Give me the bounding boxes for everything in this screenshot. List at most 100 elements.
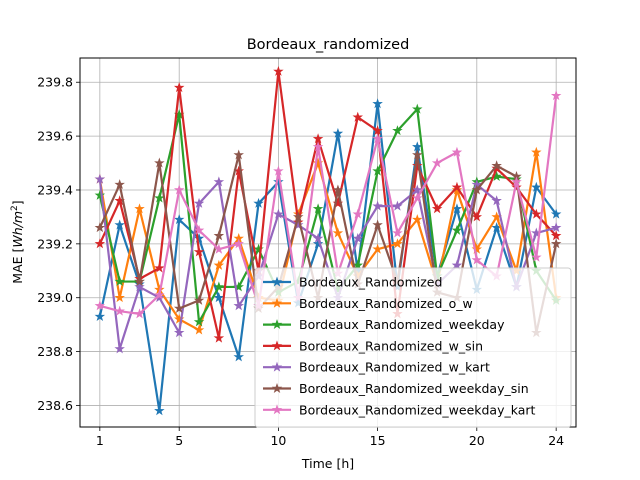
ticks: 1 5 10 15 20 24238.6238.8239.0239.2239.4239.6… (37, 75, 564, 448)
data-point (451, 224, 463, 235)
data-point (431, 157, 443, 168)
data-point (451, 184, 463, 195)
data-point (173, 184, 185, 195)
data-point (213, 292, 225, 303)
legend-entry: Bordeaux_Randomized_weekday (263, 317, 505, 332)
legend-marker (271, 340, 283, 351)
data-point (332, 184, 344, 195)
data-point (550, 208, 562, 219)
data-point (94, 189, 106, 200)
data-point (233, 149, 244, 160)
data-point (134, 308, 145, 319)
legend: Bordeaux_Randomized Bordeaux_Randomized_o… (254, 267, 572, 428)
data-point (511, 176, 522, 187)
y-tick-label: 239.8 (37, 75, 73, 90)
data-point (94, 222, 106, 233)
data-point (154, 292, 165, 303)
data-point (193, 232, 205, 243)
legend-label: Bordeaux_Randomized_weekday_kart (299, 402, 536, 417)
data-point (352, 208, 363, 219)
data-point (94, 238, 106, 249)
data-point (173, 327, 185, 338)
data-point (114, 343, 125, 354)
legend-marker (271, 404, 283, 415)
data-point (372, 219, 383, 230)
data-point (233, 351, 244, 362)
data-point (173, 302, 185, 313)
data-point (392, 125, 403, 136)
x-axis-label: Time [h] (301, 456, 354, 471)
data-point (531, 181, 542, 192)
x-tick-label: 10 (270, 433, 286, 448)
data-point (233, 300, 244, 311)
y-tick-label: 239.4 (37, 182, 73, 197)
data-point (531, 208, 542, 219)
data-point (193, 246, 205, 257)
data-point (372, 125, 383, 136)
data-point (372, 243, 383, 254)
data-point (94, 311, 106, 322)
data-point (471, 211, 483, 222)
data-point (173, 214, 185, 225)
legend-entry: Bordeaux_Randomized_weekday_kart (263, 402, 536, 417)
data-point (550, 230, 562, 241)
data-point (213, 230, 225, 241)
data-point (213, 176, 225, 187)
data-point (491, 160, 502, 171)
data-point (392, 238, 403, 249)
data-point (372, 98, 383, 109)
series-line (98, 153, 558, 334)
data-point (352, 111, 364, 122)
data-point (213, 281, 225, 292)
data-point (412, 184, 423, 195)
data-point (213, 243, 225, 254)
y-axis-label-suffix: ] (10, 200, 25, 205)
x-tick-label: 15 (370, 433, 386, 448)
legend-label: Bordeaux_Randomized_o_w (299, 296, 473, 311)
data-point (134, 203, 145, 214)
x-tick-label: 1 (96, 433, 104, 448)
data-point (233, 238, 244, 249)
data-point (154, 262, 165, 273)
data-point (134, 276, 145, 287)
legend-marker (271, 319, 283, 330)
data-point (550, 90, 562, 101)
data-point (312, 232, 324, 243)
data-point (273, 65, 284, 76)
data-point (253, 197, 264, 208)
data-point (372, 133, 383, 144)
series-line (98, 70, 557, 340)
data-point (293, 219, 304, 230)
data-point (312, 238, 324, 249)
data-point (193, 324, 205, 335)
data-point (531, 251, 542, 262)
data-point (451, 146, 463, 157)
x-tick-label: 20 (469, 433, 485, 448)
legend-label: Bordeaux_Randomized_w_sin (299, 338, 483, 353)
legend-label: Bordeaux_Randomized_weekday_sin (299, 381, 529, 396)
y-axis-label-unit: Wh/m (10, 211, 25, 248)
y-tick-label: 238.8 (37, 344, 73, 359)
legend-entry: Bordeaux_Randomized_o_w (263, 296, 473, 311)
y-tick-label: 239.6 (37, 129, 73, 144)
data-point (332, 227, 344, 238)
legend-entry: Bordeaux_Randomized_w_kart (263, 360, 490, 375)
data-point (312, 141, 324, 152)
legend-label: Bordeaux_Randomized_weekday (299, 317, 505, 332)
data-point (134, 281, 145, 292)
legend-marker (271, 297, 283, 308)
legend-label: Bordeaux_Randomized (299, 275, 442, 290)
legend-marker (271, 361, 283, 372)
data-point (392, 200, 403, 211)
data-point (431, 203, 443, 214)
data-point (114, 276, 125, 287)
legend-marker (271, 276, 283, 287)
data-point (491, 195, 502, 206)
data-point (352, 232, 363, 243)
data-point (471, 184, 483, 195)
data-point (273, 176, 284, 187)
y-tick-label: 239.2 (37, 236, 73, 251)
x-tick-label: 24 (548, 433, 564, 448)
data-point (114, 305, 125, 316)
